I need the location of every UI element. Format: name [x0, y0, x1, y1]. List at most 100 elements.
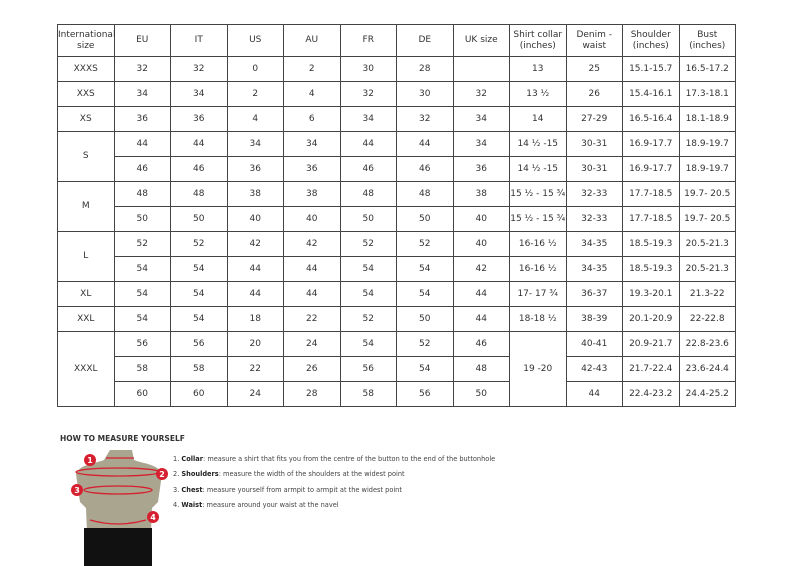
measure-steps-list: 1. Collar: measure a shirt that fits you… — [173, 452, 495, 513]
table-cell: 60 — [170, 381, 228, 407]
table-row: XS 36 36 4 6 34 32 34 14 27-29 16.5-16.4 18.1-18.9 — [57, 106, 736, 132]
table-cell: 26 — [283, 356, 341, 382]
column-header: DE — [396, 24, 454, 57]
table-cell: 48 — [452, 356, 510, 382]
table-cell: 44 — [283, 281, 341, 307]
table-cell: 13 — [509, 56, 567, 82]
table-cell: 58 — [113, 356, 171, 382]
table-cell: 32 — [170, 56, 228, 82]
column-header: AU — [283, 24, 341, 57]
table-cell: 32 — [396, 106, 454, 132]
table-cell: 17.7-18.5 — [622, 181, 680, 207]
table-cell: 50 — [452, 381, 510, 407]
table-cell: 32 — [113, 56, 171, 82]
table-cell: 50 — [396, 206, 454, 232]
marker-2-icon — [156, 468, 168, 480]
table-cell: 16-16 ½ — [509, 231, 567, 257]
table-row: 50 50 40 40 50 50 40 15 ½ - 15 ¾ 32-33 17.7-18.5 1… — [58, 206, 736, 232]
table-row: XXXS 32 32 0 2 30 28 13 25 15.1-15.7 16.5-17.2 — [57, 56, 736, 82]
how-to-measure-title: HOW TO MEASURE YOURSELF — [60, 434, 185, 443]
international-size-cell: XS — [57, 106, 115, 132]
column-header: Shoulder (inches) — [622, 24, 680, 57]
table-cell: 36 — [226, 156, 284, 182]
table-cell: 18.5-19.3 — [622, 256, 680, 282]
table-cell: 19.7- 20.5 — [678, 181, 736, 207]
svg-text:2: 2 — [159, 470, 165, 479]
table-cell: 32-33 — [565, 206, 623, 232]
table-cell: 4 — [226, 106, 284, 132]
table-cell: 32 — [452, 81, 510, 107]
international-size-cell: XXXS — [57, 56, 115, 82]
column-header: Shirt collar (inches) — [509, 24, 567, 57]
table-cell: 52 — [396, 231, 454, 257]
table-cell: 38-39 — [565, 306, 623, 332]
measurement-markers: 1 2 3 4 — [71, 454, 168, 523]
table-cell: 0 — [226, 56, 284, 82]
torso-measurement-illustration: 1 2 3 4 — [71, 450, 168, 566]
table-cell: 54 — [339, 256, 397, 282]
table-cell: 34 — [339, 106, 397, 132]
table-cell: 20.9-21.7 — [622, 331, 680, 357]
table-cell: 2 — [283, 56, 341, 82]
table-cell: 16-16 ½ — [509, 256, 567, 282]
column-header: US — [226, 24, 284, 57]
table-cell: 44 — [283, 256, 341, 282]
international-size-cell: XL — [57, 281, 115, 307]
table-cell: 32 — [339, 81, 397, 107]
table-cell: 34 — [283, 131, 341, 157]
step-waist: 4. Waist: measure around your waist at t… — [173, 500, 339, 509]
table-cell: 18-18 ½ — [509, 306, 567, 332]
table-cell: 22-22.8 — [678, 306, 736, 332]
table-row: M 48 48 38 38 48 48 38 15 ½ - 15 ¾ 32-33 17.7-18.5… — [57, 181, 736, 232]
table-cell: 22.4-23.2 — [622, 381, 680, 407]
table-cell: 54 — [339, 331, 397, 357]
international-size-cell: S — [57, 131, 115, 182]
table-cell: 15 ½ - 15 ¾ — [509, 206, 567, 232]
table-cell: 48 — [339, 181, 397, 207]
column-header: Bust (inches) — [678, 24, 736, 57]
table-cell: 56 — [396, 381, 454, 407]
table-cell: 34-35 — [565, 256, 623, 282]
table-cell: 24 — [283, 331, 341, 357]
table-cell: 50 — [170, 206, 228, 232]
table-cell: 42 — [283, 231, 341, 257]
table-cell: 22 — [283, 306, 341, 332]
table-cell: 2 — [226, 81, 284, 107]
table-cell: 54 — [339, 281, 397, 307]
table-cell: 46 — [339, 156, 397, 182]
table-cell: 21.3-22 — [678, 281, 736, 307]
table-cell: 36 — [283, 156, 341, 182]
column-header: Denim - waist — [565, 24, 623, 57]
table-cell: 24.4-25.2 — [678, 381, 736, 407]
marker-3-icon — [71, 484, 83, 496]
table-cell: 50 — [113, 206, 171, 232]
column-header: EU — [113, 24, 171, 57]
table-cell: 42-43 — [565, 356, 623, 382]
table-cell: 19.7- 20.5 — [678, 206, 736, 232]
table-cell: 16.5-16.4 — [622, 106, 680, 132]
table-cell: 48 — [396, 181, 454, 207]
marker-1-icon — [84, 454, 96, 466]
table-row: L 52 52 42 42 52 52 40 16-16 ½ 34-35 18.5-19.3 20.5… — [57, 231, 736, 282]
table-cell: 54 — [170, 306, 228, 332]
table-row: XXS 34 34 2 4 32 30 32 13 ½ 26 15.4-16.1 17.3-18.1 — [57, 81, 736, 107]
svg-text:4: 4 — [150, 513, 156, 522]
table-cell: 26 — [565, 81, 623, 107]
table-cell: 28 — [283, 381, 341, 407]
step-chest: 3. Chest: measure yourself from armpit t… — [173, 485, 402, 494]
table-cell: 54 — [396, 281, 454, 307]
table-cell: 18.9-19.7 — [678, 156, 736, 182]
table-cell: 34 — [452, 131, 510, 157]
table-cell: 34 — [226, 131, 284, 157]
table-cell: 30 — [339, 56, 397, 82]
table-cell: 18 — [226, 306, 284, 332]
table-cell: 15.1-15.7 — [622, 56, 680, 82]
table-cell: 38 — [283, 181, 341, 207]
table-cell: 56 — [170, 331, 228, 357]
table-cell: 52 — [339, 231, 397, 257]
table-cell: 25 — [565, 56, 623, 82]
table-cell: 50 — [396, 306, 454, 332]
table-cell: 27-29 — [565, 106, 623, 132]
table-cell: 54 — [396, 356, 454, 382]
column-header: FR — [339, 24, 397, 57]
